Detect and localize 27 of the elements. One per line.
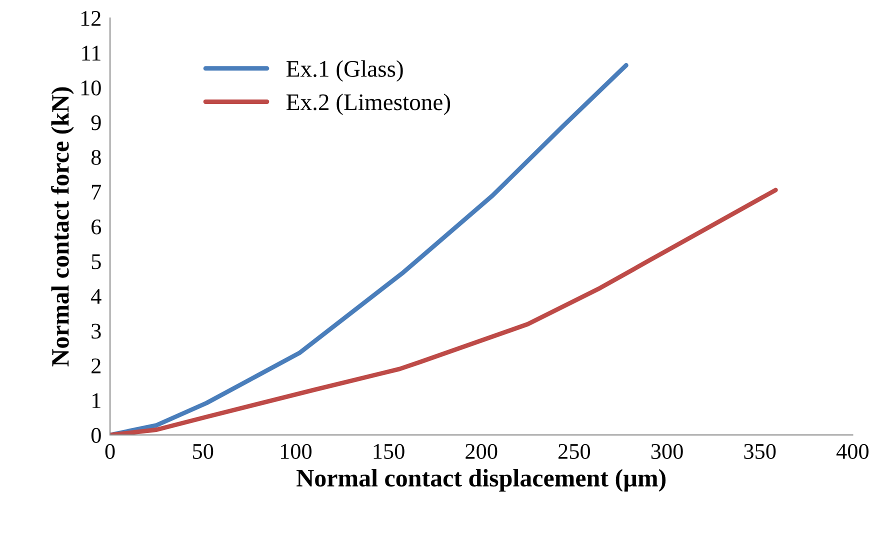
- y-tick-label: 2: [92, 358, 100, 374]
- x-axis-title: Normal contact displacement (µm): [296, 469, 666, 492]
- y-tick-label: 1: [92, 393, 100, 408]
- y-tick-label: 5: [92, 254, 101, 270]
- y-tick-label: 7: [92, 184, 102, 200]
- line-series: [110, 188, 778, 435]
- x-tick-label: 200: [466, 444, 498, 459]
- y-tick-label: 6: [92, 219, 102, 234]
- legend-label: Ex.2 (Limestone): [286, 94, 450, 116]
- legend-label: Ex.1 (Glass): [286, 60, 403, 82]
- y-tick-label: 3: [92, 324, 101, 339]
- y-tick-label: 9: [91, 115, 101, 130]
- x-tick-label: 300: [651, 444, 683, 459]
- x-tick-label: 0: [105, 444, 115, 459]
- x-tick-label: 150: [374, 444, 404, 459]
- x-tick-label: 350: [744, 444, 776, 459]
- y-tick-label: 0: [91, 428, 101, 443]
- x-tick-label: 50: [193, 444, 214, 459]
- y-tick-label: 4: [91, 289, 102, 304]
- y-tick-label: 12: [81, 11, 100, 26]
- y-tick-label: 8: [91, 150, 101, 165]
- x-tick-label: 400: [836, 444, 869, 459]
- x-tick-label: 100: [280, 444, 312, 459]
- y-tick-label: 11: [82, 46, 100, 60]
- x-tick-label: 250: [558, 444, 590, 459]
- y-tick-label: 10: [81, 80, 101, 96]
- y-axis-title: Normal contact force (kN): [51, 87, 74, 366]
